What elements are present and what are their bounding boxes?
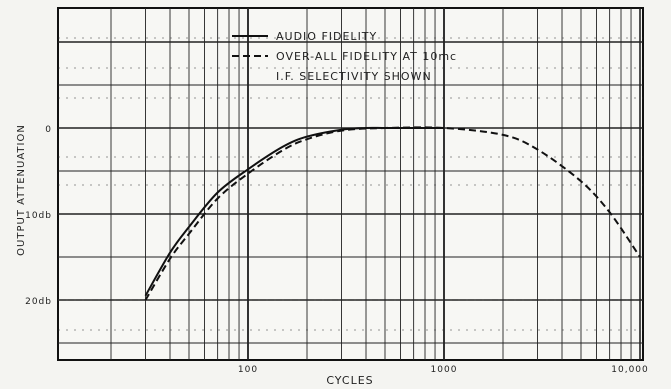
annotation-if-selectivity: I.F. SELECTIVITY SHOWN bbox=[276, 70, 432, 83]
y-tick-label: 20db bbox=[25, 297, 52, 307]
y-tick-label: 10db bbox=[25, 211, 52, 221]
plot-background bbox=[57, 7, 644, 361]
tick-labels: 0 10db 20db 100 1000 10,000 bbox=[25, 125, 649, 375]
y-tick-label: 0 bbox=[45, 125, 52, 135]
series-line-overall-fidelity bbox=[144, 126, 641, 301]
x-axis-title: CYCLES bbox=[326, 374, 373, 387]
y-axis-title: OUTPUT ATTENUATION bbox=[16, 124, 27, 256]
x-tick-label: 100 bbox=[238, 365, 258, 375]
legend-overall-fidelity: OVER-ALL FIDELITY AT 10mc bbox=[276, 50, 457, 63]
x-tick-label: 1000 bbox=[431, 365, 458, 375]
curves bbox=[144, 126, 641, 301]
legend-audio-fidelity: AUDIO FIDELITY bbox=[276, 30, 377, 43]
x-tick-label: 10,000 bbox=[611, 365, 649, 375]
grid bbox=[58, 8, 643, 360]
legend: AUDIO FIDELITY OVER-ALL FIDELITY AT 10mc… bbox=[232, 30, 457, 83]
